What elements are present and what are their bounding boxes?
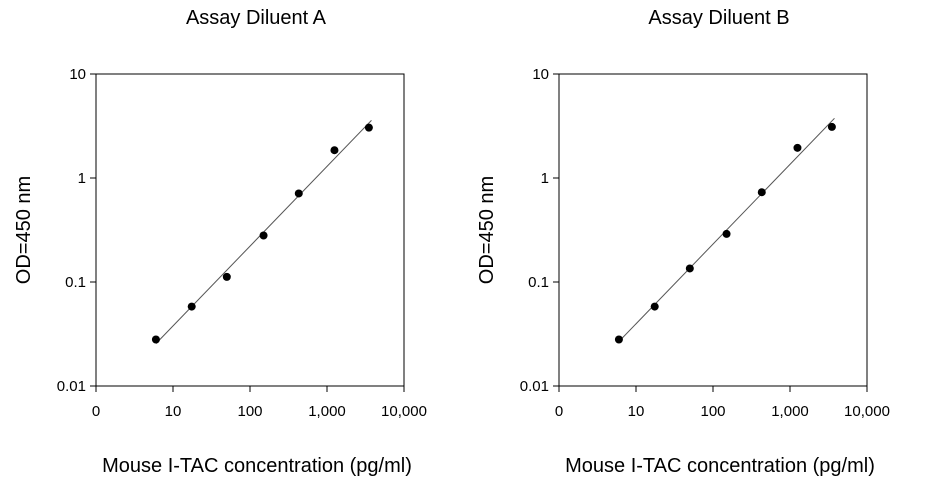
chart-b-data-point: [614, 335, 623, 344]
chart-b-data-point: [827, 122, 836, 131]
chart-b-x-axis-label: Mouse I-TAC concentration (pg/ml): [565, 455, 875, 477]
chart-panel-a: Assay Diluent A 0.01 0.1 1 10 0 10 100 1,000 10,0…: [13, 7, 427, 477]
chart-a-y-tick-label: 0.01: [57, 378, 86, 395]
chart-b-data-point: [793, 143, 802, 152]
chart-a-data-point: [364, 123, 373, 132]
chart-a-x-tick-label: 10,000: [381, 403, 427, 420]
chart-a-x-tick-label: 10: [165, 403, 182, 420]
chart-b-y-tick-label: 0.1: [528, 274, 549, 291]
chart-b-y-tick-label: 0.01: [520, 378, 549, 395]
chart-b-y-tick-label: 10: [532, 66, 549, 83]
chart-b-data-point: [685, 264, 694, 273]
chart-b-y-axis-label: OD=450 nm: [476, 176, 498, 284]
chart-b-data-point: [722, 229, 731, 238]
chart-a-y-tick-label: 0.1: [65, 274, 86, 291]
chart-a-data-point: [151, 335, 160, 344]
chart-b-x-tick-label: 100: [700, 403, 725, 420]
chart-b-data-point: [650, 302, 659, 311]
chart-b-plot-frame: [558, 73, 868, 387]
chart-a-y-tick-label: 10: [69, 66, 86, 83]
chart-b-x-tick-label: 10,000: [844, 403, 890, 420]
chart-a-data-point: [294, 189, 303, 198]
chart-a-plot-frame: [95, 73, 405, 387]
chart-a-data-point: [222, 272, 231, 281]
chart-a-title: Assay Diluent A: [186, 7, 327, 29]
chart-b-x-tick-label: 10: [628, 403, 645, 420]
chart-a-data-point: [330, 146, 339, 155]
chart-a-x-tick-label: 0: [92, 403, 100, 420]
chart-b-title: Assay Diluent B: [648, 7, 789, 29]
chart-a-y-tick-label: 1: [78, 170, 86, 187]
chart-a-x-axis-label: Mouse I-TAC concentration (pg/ml): [102, 455, 412, 477]
chart-a-y-axis-label: OD=450 nm: [13, 176, 35, 284]
chart-a-x-tick-label: 1,000: [308, 403, 346, 420]
chart-a-data-point: [187, 302, 196, 311]
chart-b-data-point: [757, 188, 766, 197]
chart-a-data-point: [259, 231, 268, 240]
chart-a-x-tick-label: 100: [237, 403, 262, 420]
chart-b-x-tick-label: 1,000: [771, 403, 809, 420]
chart-panel-b: Assay Diluent B 0.01 0.1 1 10 0 10 100 1,000 10,0…: [463, 0, 926, 480]
chart-b-x-tick-label: 0: [555, 403, 563, 420]
chart-b-y-tick-label: 1: [541, 170, 549, 187]
